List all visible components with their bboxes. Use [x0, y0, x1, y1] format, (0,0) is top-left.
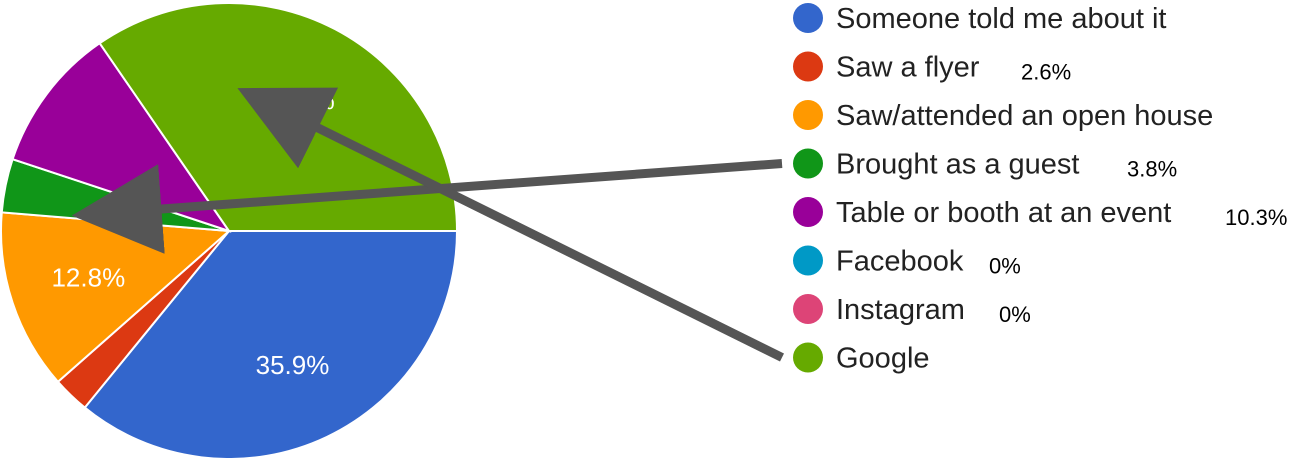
- slice-label-saw-attended-an-open-house: 12.8%: [51, 263, 125, 293]
- annotation-arrows: [71, 87, 784, 362]
- pie-slice-table-or-booth-at-an-event: [11, 41, 232, 233]
- legend-note-instagram: 0%: [999, 302, 1031, 327]
- legend-note-brought-as-a-guest: 3.8%: [1127, 157, 1177, 182]
- legend-label-google: Google: [836, 343, 930, 375]
- legend-marker-facebook: [793, 245, 823, 276]
- legend-marker-someone-told-me-about-it: [793, 3, 823, 33]
- legend-marker-saw-attended-an-open-house: [793, 100, 823, 130]
- legend-label-table-or-booth-at-an-event: Table or booth at an event: [836, 197, 1171, 229]
- pie-slice-saw-attended-an-open-house: [0, 211, 232, 384]
- legend-marker-google: [793, 342, 823, 373]
- legend-marker-table-or-booth-at-an-event: [793, 197, 823, 227]
- legend-note-facebook: 0%: [989, 254, 1021, 279]
- legend-label-instagram: Instagram: [836, 294, 965, 326]
- legend-label-saw-a-flyer: Saw a flyer: [836, 52, 980, 84]
- legend-note-saw-a-flyer: 2.6%: [1021, 60, 1071, 85]
- legend-label-brought-as-a-guest: Brought as a guest: [836, 149, 1079, 181]
- legend-marker-brought-as-a-guest: [793, 148, 823, 179]
- legend-label-facebook: Facebook: [836, 246, 964, 278]
- legend-marker-instagram: [793, 294, 823, 324]
- legend-note-table-or-booth-at-an-event: 10.3%: [1225, 205, 1287, 230]
- legend-label-saw-attended-an-open-house: Saw/attended an open house: [836, 100, 1213, 132]
- legend-marker-saw-a-flyer: [793, 51, 823, 82]
- slice-label-google: 34.6%: [261, 85, 335, 115]
- legend: Someone told me about it Saw a flyer 2.6% S…: [793, 3, 1287, 375]
- arrow-brought-as-a-guest: [71, 159, 783, 254]
- legend-label-someone-told-me-about-it: Someone told me about it: [836, 3, 1166, 35]
- pie-slice-someone-told-me-about-it: [83, 230, 459, 458]
- slice-label-someone-told-me-about-it: 35.9%: [256, 350, 330, 380]
- pie-slices: [0, 2, 459, 458]
- arrow-google: [237, 87, 784, 362]
